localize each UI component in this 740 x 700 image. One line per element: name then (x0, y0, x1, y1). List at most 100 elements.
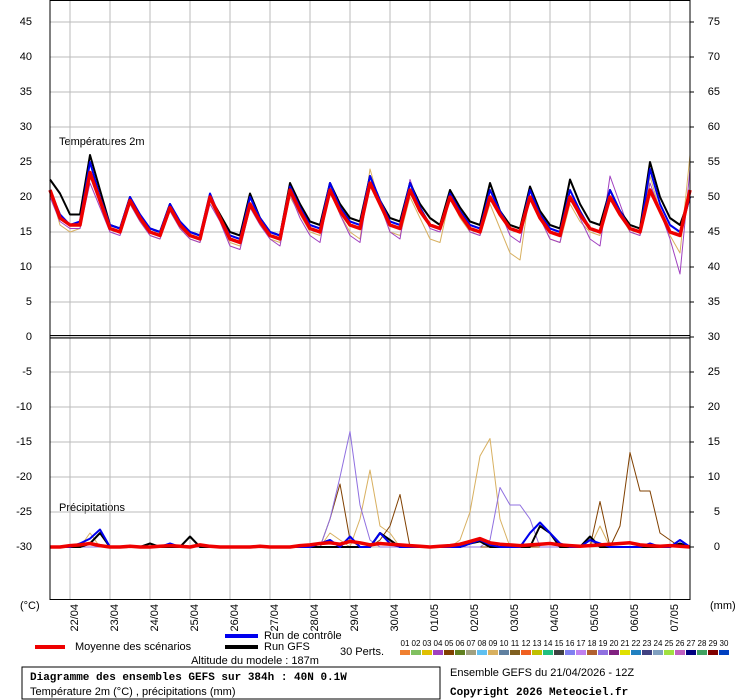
perturbation-swatch (433, 650, 443, 655)
perturbation-swatch (664, 650, 674, 655)
x-tick-label: 30/04 (389, 604, 401, 632)
y-tick-label: 20 (20, 191, 32, 203)
perturbation-label: 06 (456, 639, 465, 648)
x-tick-label: 24/04 (149, 604, 161, 632)
perturbation-swatch (543, 650, 553, 655)
y-tick-label: -5 (22, 366, 32, 378)
perturbation-label: 29 (709, 639, 718, 648)
y2-tick-label: 15 (708, 436, 720, 448)
series-line (50, 536, 691, 549)
y2-tick-label: 0 (714, 541, 720, 553)
y-tick-label: -30 (16, 541, 32, 553)
perturbation-label: 02 (412, 639, 421, 648)
y-tick-label: 15 (20, 226, 32, 238)
x-tick-label: 27/04 (269, 604, 281, 632)
perturbation-swatch (587, 650, 597, 655)
perturbation-swatch (488, 650, 498, 655)
perturbation-label: 23 (643, 639, 652, 648)
perturbation-label: 10 (500, 639, 509, 648)
perturbation-swatch (554, 650, 564, 655)
perturbation-swatch (400, 650, 410, 655)
perturbations-label: 30 Perts. (340, 646, 384, 658)
perturbation-swatch (455, 650, 465, 655)
y-tick-label: 30 (20, 121, 32, 133)
y-tick-label: -20 (16, 471, 32, 483)
perturbation-label: 17 (577, 639, 586, 648)
perturbation-swatch (708, 650, 718, 655)
y-tick-label: 25 (20, 156, 32, 168)
perturbation-swatch (422, 650, 432, 655)
legend-label: Moyenne des scénarios (75, 641, 192, 653)
perturbation-label: 04 (434, 639, 443, 648)
x-tick-label: 29/04 (349, 604, 361, 632)
y-tick-label: 40 (20, 51, 32, 63)
y-label: (°C) (20, 600, 40, 612)
perturbation-swatch (477, 650, 487, 655)
footer-box (21, 666, 441, 700)
temp-title: Températures 2m (59, 136, 145, 148)
footer-title: Diagramme des ensembles GEFS sur 384h : … (30, 672, 347, 684)
y-tick-label: 10 (20, 261, 32, 273)
y2-tick-label: 10 (708, 471, 720, 483)
y2-tick-label: 55 (708, 156, 720, 168)
y-tick-label: -10 (16, 401, 32, 413)
perturbation-label: 28 (698, 639, 707, 648)
y2-tick-label: 30 (708, 331, 720, 343)
x-tick-label: 04/05 (549, 604, 561, 632)
y-tick-label: -25 (16, 506, 32, 518)
perturbation-swatch (466, 650, 476, 655)
perturbation-label: 08 (478, 639, 487, 648)
x-tick-label: 25/04 (189, 604, 201, 632)
y2-tick-label: 60 (708, 121, 720, 133)
y2-label: (mm) (710, 600, 736, 612)
x-tick-label: 03/05 (509, 604, 521, 632)
y-tick-label: -15 (16, 436, 32, 448)
perturbation-swatch (576, 650, 586, 655)
perturbation-label: 07 (467, 639, 476, 648)
legend-label: Run GFS (264, 641, 310, 653)
perturbation-label: 05 (445, 639, 454, 648)
perturbation-label: 20 (610, 639, 619, 648)
x-tick-label: 01/05 (429, 604, 441, 632)
x-tick-label: 02/05 (469, 604, 481, 632)
perturbation-label: 24 (654, 639, 663, 648)
perturbation-label: 09 (489, 639, 498, 648)
altitude: Altitude du modele : 187m (191, 655, 319, 667)
perturbation-label: 30 (720, 639, 729, 648)
plot-frame (49, 0, 691, 600)
y2-tick-label: 20 (708, 401, 720, 413)
perturbation-label: 13 (533, 639, 542, 648)
perturbation-swatch (719, 650, 729, 655)
perturbation-swatch (620, 650, 630, 655)
perturbation-label: 16 (566, 639, 575, 648)
y2-tick-label: 50 (708, 191, 720, 203)
perturbation-swatch (598, 650, 608, 655)
perturbation-label: 26 (676, 639, 685, 648)
x-tick-label: 06/05 (629, 604, 641, 632)
y2-tick-label: 45 (708, 226, 720, 238)
y2-tick-label: 75 (708, 16, 720, 28)
y2-tick-label: 5 (714, 506, 720, 518)
perturbation-swatch (686, 650, 696, 655)
perturbation-label: 19 (599, 639, 608, 648)
perturbation-label: 11 (511, 639, 520, 648)
y2-tick-label: 40 (708, 261, 720, 273)
perturbation-swatch (609, 650, 619, 655)
perturbation-label: 18 (588, 639, 597, 648)
perturbation-swatch (653, 650, 663, 655)
perturbation-swatch (532, 650, 542, 655)
perturbation-swatch (499, 650, 509, 655)
perturbation-label: 14 (544, 639, 553, 648)
perturbation-swatch (411, 650, 421, 655)
copyright: Copyright 2026 Meteociel.fr (450, 687, 628, 699)
perturbation-label: 25 (665, 639, 674, 648)
y-tick-label: 5 (26, 296, 32, 308)
perturbation-swatch (675, 650, 685, 655)
x-tick-label: 28/04 (309, 604, 321, 632)
y-tick-label: 0 (26, 331, 32, 343)
legend-label: Run de contrôle (264, 630, 342, 642)
x-tick-label: 05/05 (589, 604, 601, 632)
perturbation-swatch (565, 650, 575, 655)
